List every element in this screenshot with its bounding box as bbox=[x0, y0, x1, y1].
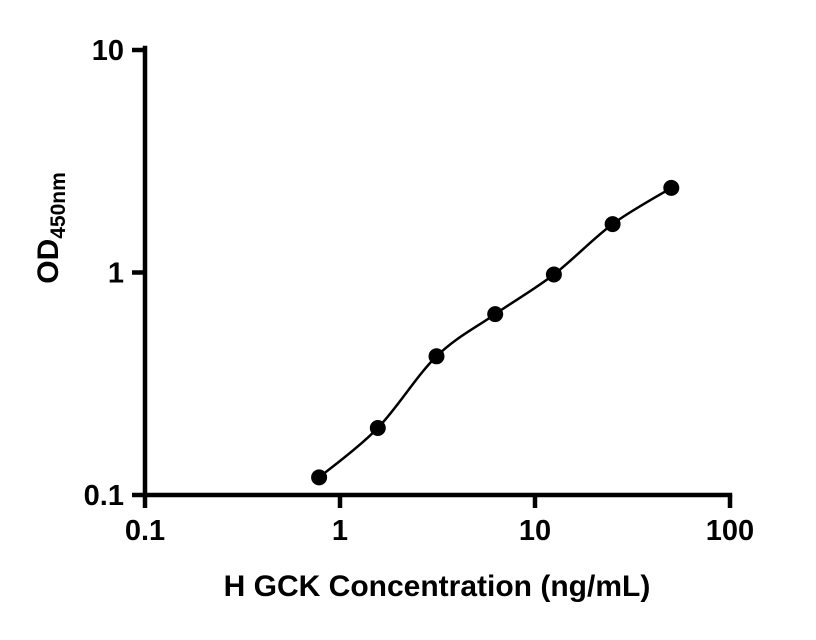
x-tick-label: 0.1 bbox=[125, 515, 165, 547]
y-tick-label: 1 bbox=[108, 258, 124, 290]
y-axis-title-subscript: 450nm bbox=[47, 172, 70, 239]
y-axis-title: OD450nm bbox=[32, 172, 70, 284]
x-tick-label: 100 bbox=[706, 515, 754, 547]
data-point bbox=[545, 266, 562, 283]
data-point bbox=[487, 306, 504, 323]
x-tick-label: 10 bbox=[519, 515, 551, 547]
data-point bbox=[604, 216, 621, 233]
data-point bbox=[311, 469, 328, 486]
data-point bbox=[369, 420, 386, 436]
y-axis-title-main: OD bbox=[32, 239, 65, 284]
y-tick-label: 0.1 bbox=[84, 480, 124, 512]
standard-curve-line bbox=[318, 186, 672, 479]
axes bbox=[142, 45, 733, 498]
x-tick-label: 1 bbox=[332, 515, 348, 547]
data-point bbox=[428, 348, 445, 365]
plot-layer: 0.1 1 10 100 0.1 1 10 bbox=[84, 35, 755, 547]
y-tick-label: 10 bbox=[92, 35, 124, 67]
x-axis-title: H GCK Concentration (ng/mL) bbox=[224, 570, 651, 603]
data-point bbox=[663, 179, 680, 196]
